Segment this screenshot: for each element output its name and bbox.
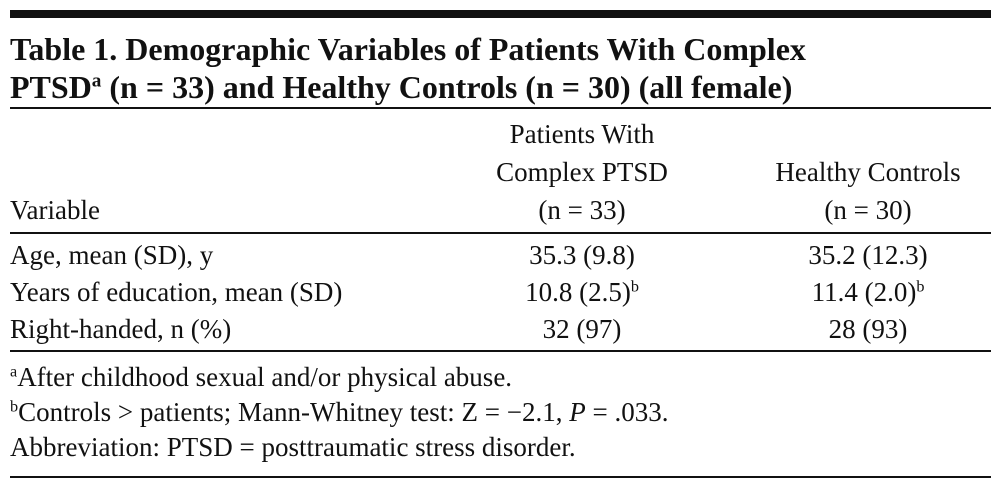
footnote-text: P [569,397,586,427]
footnote-mark: a [10,362,18,381]
cell-text: 35.2 (12.3) [808,240,928,270]
header-cell: Healthy Controls [775,157,961,187]
cell-text: Right-handed, n (%) [10,314,232,344]
table-cell: 28 (93) [829,316,908,343]
table-cell: 11.4 (2.0)b [811,277,925,307]
title-text: (n = 33) and Healthy Controls (n = 30) (… [109,69,793,105]
cell-text: Years of education, mean (SD) [10,277,343,307]
footnote: Abbreviation: PTSD = posttraumatic stres… [10,434,576,461]
table-cell: 10.8 (2.5)b [525,277,639,307]
header-cell: Variable [10,195,100,225]
cell-text: 10.8 (2.5) [525,277,631,307]
footnote-text: Abbreviation: PTSD = posttraumatic stres… [10,432,576,462]
cell-text: 28 (93) [828,314,908,344]
title-text: Table 1. Demographic Variables of Patien… [10,31,806,67]
footnote-mark: b [630,277,639,296]
table-cell: 35.3 (9.8) [529,242,635,269]
footnote-mark: b [10,397,19,416]
footnote-text: After childhood sexual and/or physical a… [17,362,513,392]
top-rule [10,10,991,18]
table-cell: Years of education, mean (SD) [10,279,342,306]
footnote: bControls > patients; Mann-Whitney test:… [10,397,669,427]
rule [10,232,991,234]
footnote-mark: a [91,70,102,92]
cell-text: 32 (97) [542,314,622,344]
header-cell: Patients With [509,119,655,149]
table-cell: 35.2 (12.3) [808,242,927,269]
cell-text: Age, mean (SD), y [10,240,214,270]
rule [10,350,991,352]
footnote-text: = .033. [585,397,669,427]
title-text: PTSD [10,69,92,105]
cell-text: 11.4 (2.0) [811,277,917,307]
table-cell: 32 (97) [543,316,622,343]
cell-text: 35.3 (9.8) [529,240,635,270]
title-line: Table 1. Demographic Variables of Patien… [10,33,806,65]
header-cell: (n = 33) [538,195,626,225]
footnote-mark: b [916,277,925,296]
table-cell: Age, mean (SD), y [10,242,213,269]
header-cell: (n = 30) [824,195,912,225]
table-cell: Right-handed, n (%) [10,316,231,343]
footnote: aAfter childhood sexual and/or physical … [10,362,513,392]
header-cell: Complex PTSD [496,157,668,187]
title-line: PTSDa (n = 33) and Healthy Controls (n =… [10,71,792,103]
rule [10,476,991,478]
footnote-text: Controls > patients; Mann-Whitney test: … [18,397,570,427]
rule [10,107,991,109]
